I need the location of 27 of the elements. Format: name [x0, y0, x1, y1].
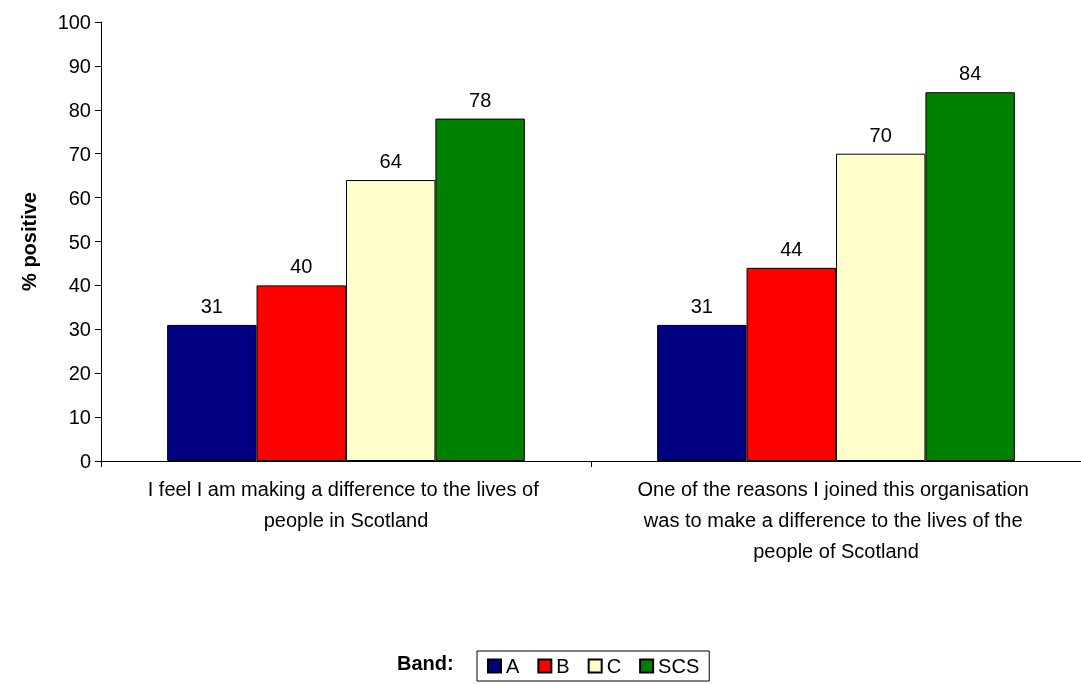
x-tick-label: I feel I am making a difference to the lives of people in Scotland	[147, 477, 545, 531]
y-tick-label: 70	[68, 142, 91, 165]
data-label: 70	[869, 123, 892, 146]
x-tick-label: One of the reasons I joined this organisation was to make a difference to the lives of the people of Scotland	[637, 477, 1035, 562]
data-label: 64	[379, 150, 402, 173]
y-tick-label: 50	[68, 230, 91, 253]
y-tick-label: 20	[68, 362, 91, 385]
y-tick-label: 80	[68, 98, 91, 121]
data-label: 31	[690, 294, 713, 317]
data-label: 44	[780, 237, 803, 260]
data-label: 31	[200, 294, 223, 317]
data-label: 78	[469, 88, 492, 111]
y-tick-label: 10	[68, 406, 91, 429]
legend-title: Band:	[397, 652, 454, 674]
legend-label: A	[506, 655, 520, 677]
legend-label: B	[556, 655, 570, 677]
y-tick-label: 100	[57, 11, 91, 33]
data-label: 84	[959, 62, 982, 85]
y-tick-label: 0	[79, 450, 91, 472]
y-axis-title: % positive	[18, 192, 40, 291]
legend-label: SCS	[658, 655, 700, 677]
y-tick-label: 40	[68, 274, 91, 297]
data-label: 40	[290, 255, 313, 278]
y-tick-label: 90	[68, 54, 91, 77]
legend-label: C	[606, 655, 622, 677]
y-tick-label: 30	[68, 318, 91, 341]
y-tick-label: 60	[68, 186, 91, 209]
